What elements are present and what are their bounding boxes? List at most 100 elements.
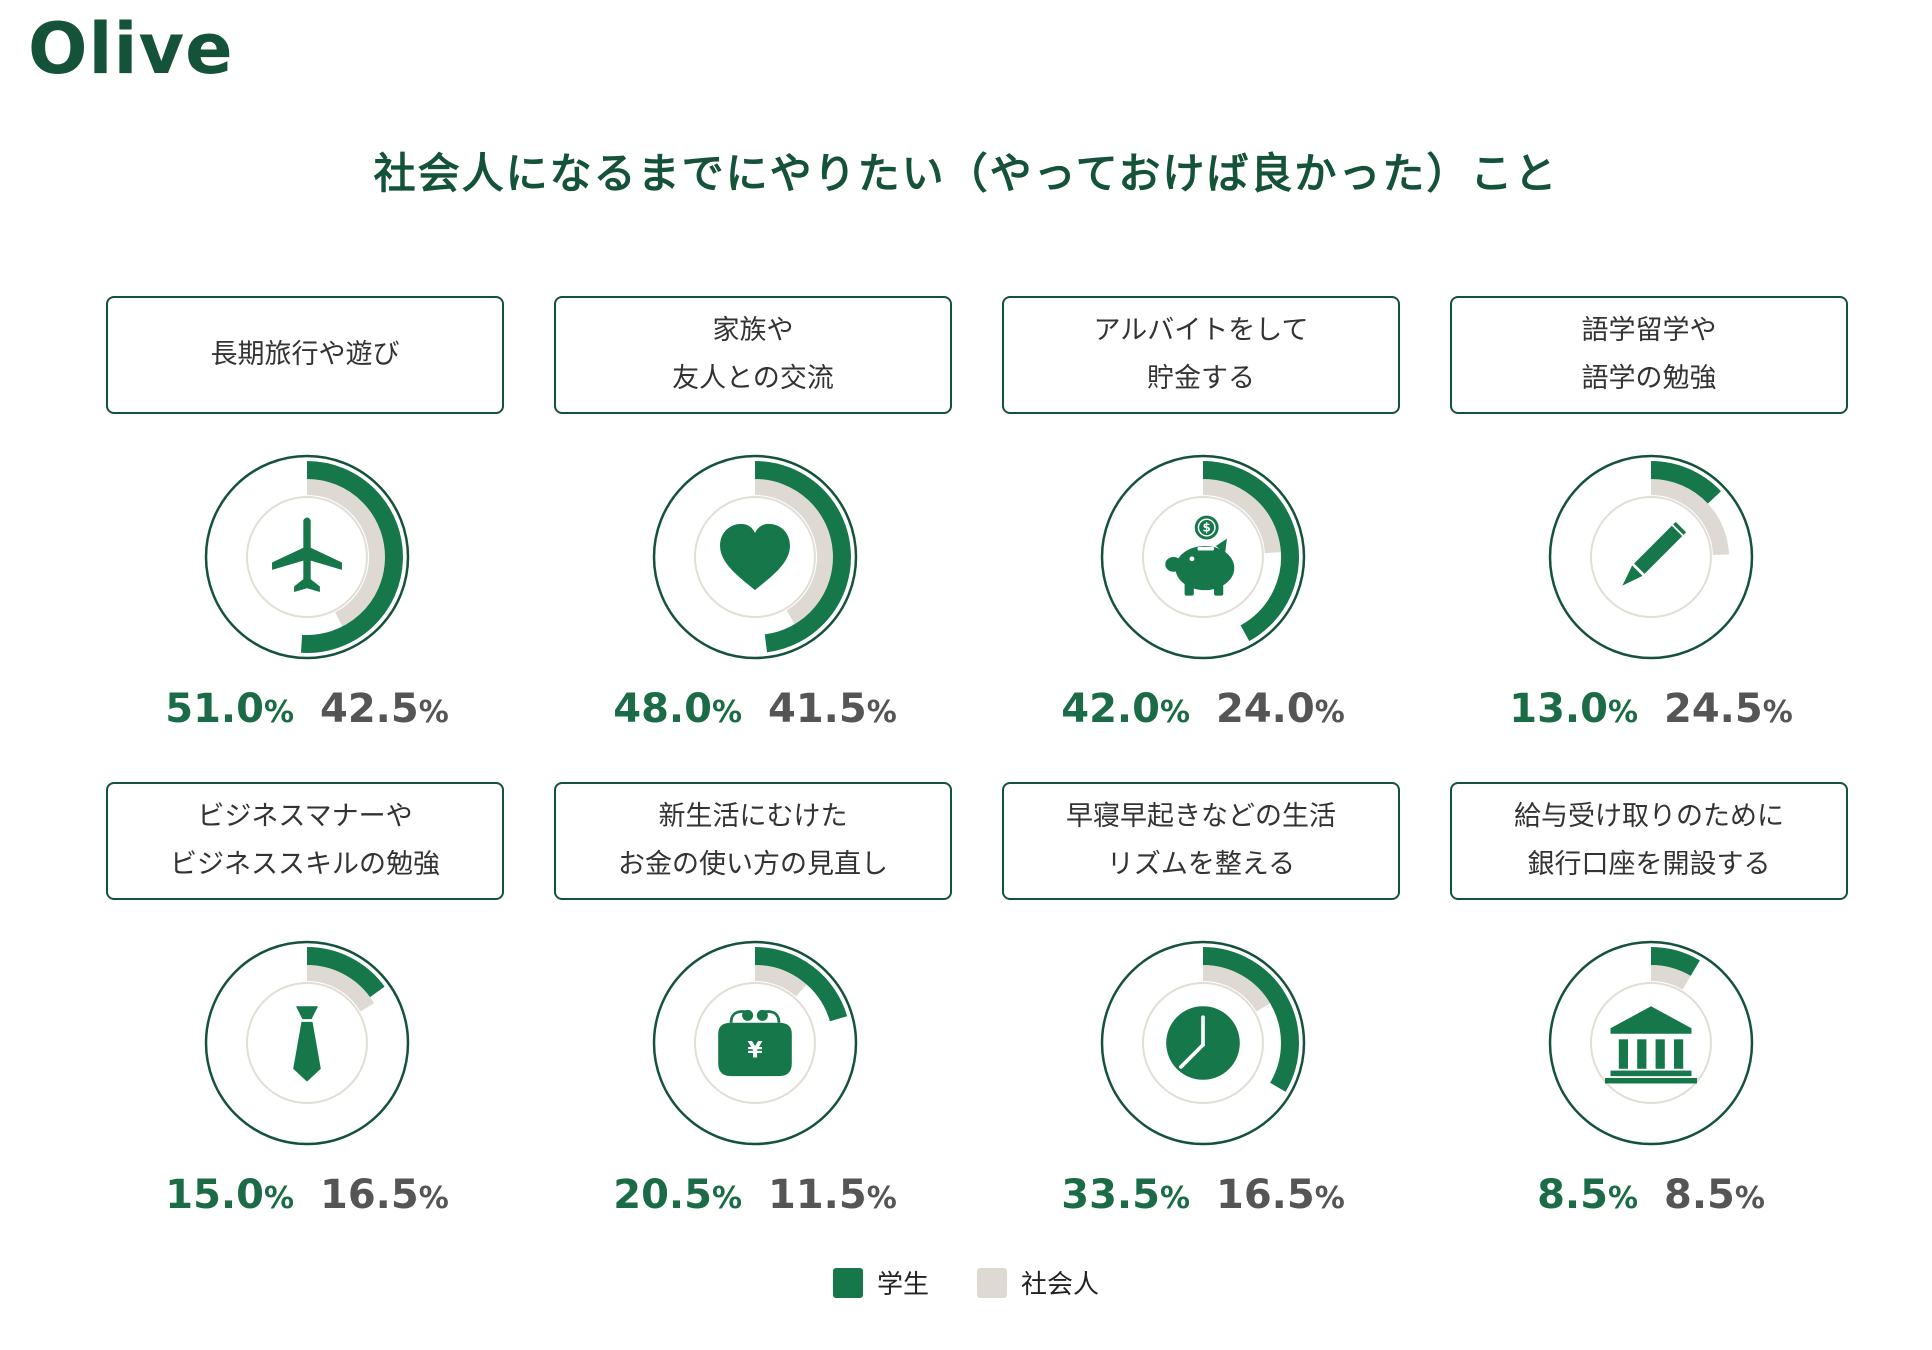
arc-student (306, 947, 385, 998)
chart-item: 語学留学や 語学の勉強 13.0% 24.5% (1450, 296, 1852, 756)
value-adult: 16.5% (1216, 1172, 1345, 1218)
yen-sign-glyph: ¥ (747, 1039, 763, 1064)
chart-item: 長期旅行や遊び 51.0% 42.5% (106, 296, 508, 756)
value-adult: 24.0% (1216, 686, 1345, 732)
value-adult: 16.5% (320, 1172, 449, 1218)
arc-adult (754, 479, 833, 625)
value-adult-number: 24.5 (1664, 686, 1763, 732)
percent-sign: % (1607, 695, 1638, 730)
arc-adult (1202, 965, 1271, 1012)
value-adult-number: 42.5 (320, 686, 419, 732)
value-row: 20.5% 11.5% (554, 1172, 956, 1218)
inner-circle (1590, 982, 1712, 1104)
arc-adult (1650, 479, 1729, 556)
value-student-number: 42.0 (1061, 686, 1160, 732)
value-adult: 42.5% (320, 686, 449, 732)
legend: 学生 社会人 (0, 1264, 1932, 1301)
value-student-number: 8.5 (1537, 1172, 1608, 1218)
value-row: 8.5% 8.5% (1450, 1172, 1852, 1218)
percent-sign: % (1762, 695, 1793, 730)
value-row: 48.0% 41.5% (554, 686, 956, 732)
arc-student (1202, 947, 1299, 1092)
donut-ring (1548, 454, 1754, 660)
chart-item: 新生活にむけた お金の使い方の見直し ¥20.5% 11.5% (554, 782, 956, 1242)
value-student-number: 33.5 (1061, 1172, 1160, 1218)
item-label-box: ビジネスマナーや ビジネススキルの勉強 (106, 782, 504, 900)
necktie-icon (293, 1006, 321, 1082)
value-adult: 8.5% (1664, 1172, 1765, 1218)
value-adult: 41.5% (768, 686, 897, 732)
value-row: 51.0% 42.5% (106, 686, 508, 732)
bank-icon (1605, 1006, 1697, 1084)
percent-sign: % (711, 695, 742, 730)
legend-swatch-student (832, 1267, 863, 1298)
value-student: 20.5% (613, 1172, 742, 1218)
arc-student (300, 461, 403, 653)
percent-sign: % (1314, 1181, 1345, 1216)
percent-sign: % (263, 1181, 294, 1216)
value-adult-number: 16.5 (1216, 1172, 1315, 1218)
value-student: 15.0% (165, 1172, 294, 1218)
value-row: 42.0% 24.0% (1002, 686, 1404, 732)
chart-item: アルバイトをして 貯金する $42.0% 24.0% (1002, 296, 1404, 756)
percent-sign: % (418, 695, 449, 730)
value-adult-number: 24.0 (1216, 686, 1315, 732)
item-label: 新生活にむけた お金の使い方の見直し (618, 801, 888, 880)
olive-logo: Olive (28, 8, 234, 90)
item-label-box: 語学留学や 語学の勉強 (1450, 296, 1848, 414)
chart-item: 早寝早起きなどの生活 リズムを整える 33.5% 16.5% (1002, 782, 1404, 1242)
value-adult: 11.5% (768, 1172, 897, 1218)
clock-icon (1166, 1006, 1240, 1080)
yen-purse-icon: ¥ (718, 1009, 792, 1077)
arc-student (1202, 461, 1299, 642)
value-student-number: 48.0 (613, 686, 712, 732)
pencil-icon (1622, 521, 1687, 586)
item-label: 語学留学や 語学の勉強 (1581, 315, 1717, 394)
arc-adult (1202, 479, 1281, 554)
value-adult: 24.5% (1664, 686, 1793, 732)
heart-icon (720, 523, 790, 591)
legend-item-adult: 社会人 (977, 1264, 1099, 1301)
value-student-number: 51.0 (165, 686, 264, 732)
item-label: ビジネスマナーや ビジネススキルの勉強 (170, 801, 440, 880)
value-student: 42.0% (1061, 686, 1190, 732)
value-adult-number: 16.5 (320, 1172, 419, 1218)
item-label: アルバイトをして 貯金する (1093, 315, 1309, 394)
chart-item: 給与受け取りのために 銀行口座を開設する 8.5% 8.5% (1450, 782, 1852, 1242)
value-student-number: 13.0 (1509, 686, 1608, 732)
donut-ring (1100, 940, 1306, 1146)
donut-ring: ¥ (652, 940, 858, 1146)
value-row: 33.5% 16.5% (1002, 1172, 1404, 1218)
legend-item-student: 学生 (832, 1264, 929, 1301)
percent-sign: % (866, 695, 897, 730)
value-row: 15.0% 16.5% (106, 1172, 508, 1218)
arc-adult (306, 965, 375, 1012)
value-student: 13.0% (1509, 686, 1638, 732)
page-title: 社会人になるまでにやりたい（やっておけば良かった）こと (373, 149, 1559, 198)
legend-label-student: 学生 (876, 1270, 929, 1300)
value-row: 13.0% 24.5% (1450, 686, 1852, 732)
arc-adult (1650, 965, 1691, 990)
value-student-number: 15.0 (165, 1172, 264, 1218)
percent-sign: % (1314, 695, 1345, 730)
value-student: 48.0% (613, 686, 742, 732)
percent-sign: % (711, 1181, 742, 1216)
item-label-box: アルバイトをして 貯金する (1002, 296, 1400, 414)
arc-student (754, 947, 848, 1022)
donut-ring (204, 454, 410, 660)
percent-sign: % (866, 1181, 897, 1216)
percent-sign: % (1159, 1181, 1190, 1216)
item-label: 早寝早起きなどの生活 リズムを整える (1066, 801, 1336, 880)
dollar-sign-glyph: $ (1203, 521, 1211, 535)
item-label-box: 新生活にむけた お金の使い方の見直し (554, 782, 952, 900)
legend-label-adult: 社会人 (1021, 1270, 1100, 1300)
value-adult-number: 8.5 (1664, 1172, 1735, 1218)
item-label-box: 早寝早起きなどの生活 リズムを整える (1002, 782, 1400, 900)
percent-sign: % (1607, 1181, 1638, 1216)
arc-student (1650, 947, 1700, 977)
percent-sign: % (418, 1181, 449, 1216)
percent-sign: % (1734, 1181, 1765, 1216)
arc-adult (306, 479, 385, 627)
chart-item: 家族や 友人との交流 48.0% 41.5% (554, 296, 956, 756)
